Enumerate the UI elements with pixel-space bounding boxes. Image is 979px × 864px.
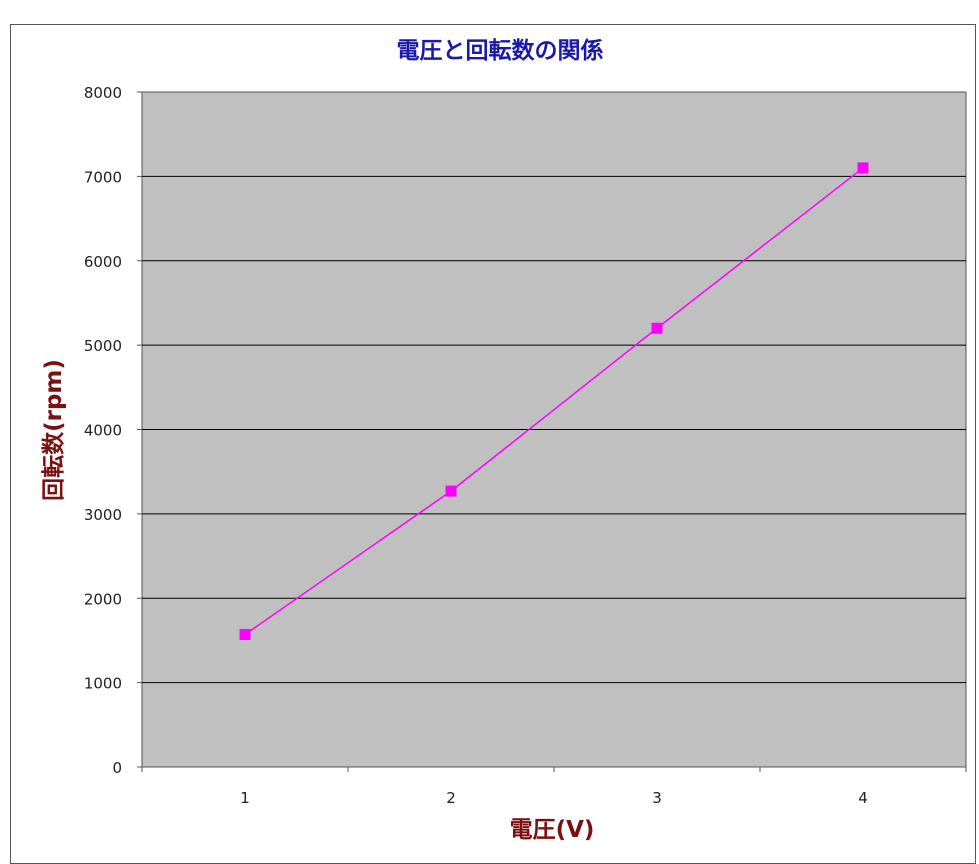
x-tick-label: 4 bbox=[858, 789, 868, 807]
data-point-marker bbox=[445, 485, 457, 497]
data-point-marker bbox=[239, 629, 251, 641]
y-tick-label: 3000 bbox=[84, 506, 122, 524]
y-tick-label: 7000 bbox=[84, 168, 122, 186]
y-axis-ticks: 0 1000 2000 3000 4000 5000 6000 7000 8000 bbox=[84, 84, 142, 777]
y-tick-label: 0 bbox=[112, 759, 122, 777]
x-axis-ticks: 1 2 3 4 bbox=[141, 767, 967, 807]
y-axis-label: 回転数(rpm) bbox=[41, 359, 67, 501]
y-tick-label: 1000 bbox=[84, 675, 122, 693]
x-tick-label: 1 bbox=[240, 789, 250, 807]
x-axis-label: 電圧(V) bbox=[510, 817, 595, 843]
series-line bbox=[244, 167, 864, 636]
y-tick-label: 5000 bbox=[84, 337, 122, 355]
data-point-marker bbox=[651, 322, 663, 334]
y-tick-label: 8000 bbox=[84, 84, 122, 102]
gridlines bbox=[142, 175, 966, 684]
x-tick-label: 2 bbox=[446, 789, 456, 807]
chart-title: 電圧と回転数の関係 bbox=[397, 38, 604, 64]
x-tick-label: 3 bbox=[652, 789, 662, 807]
y-tick-label: 2000 bbox=[84, 590, 122, 608]
y-tick-label: 4000 bbox=[84, 422, 122, 440]
series-layer bbox=[239, 162, 869, 641]
y-tick-label: 6000 bbox=[84, 253, 122, 271]
data-point-marker bbox=[857, 162, 869, 174]
